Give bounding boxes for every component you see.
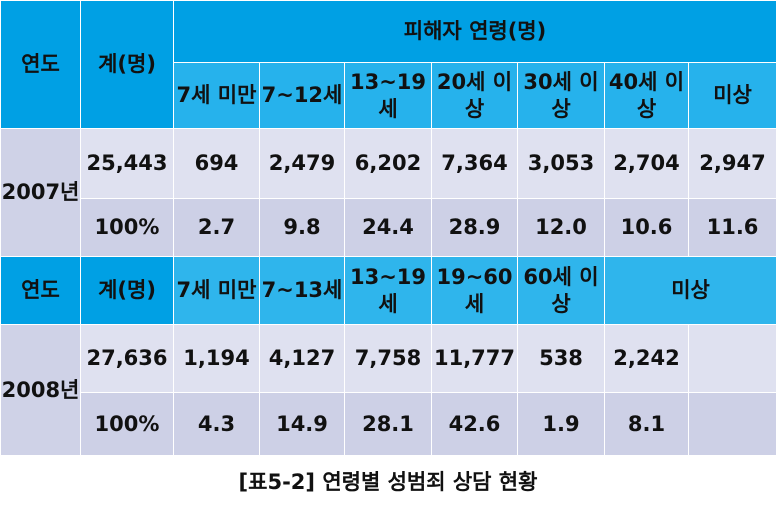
- header-year: 연도: [0, 0, 81, 129]
- count-cell: 538: [517, 324, 605, 393]
- percent-cell: 42.6: [431, 392, 518, 456]
- count-cell: 7,758: [344, 324, 432, 393]
- age-header: 40세 이상: [604, 62, 689, 129]
- age-header: 30세 이상: [517, 62, 605, 129]
- age-header: 13~19세: [344, 256, 432, 325]
- count-cell: 11,777: [431, 324, 518, 393]
- age-header: 7세 미만: [173, 62, 260, 129]
- age-header: 7~12세: [259, 62, 345, 129]
- age-header: 미상: [603, 256, 776, 325]
- stats-table: 연도 계(명) 피해자 연령(명) 7세 미만 7~12세 13~19세 20세…: [0, 0, 776, 456]
- count-cell: 2,479: [259, 128, 345, 199]
- count-cell: 1,194: [173, 324, 260, 393]
- percent-cell: 12.0: [517, 198, 605, 257]
- age-header: 60세 이상: [517, 256, 605, 325]
- header-total: 계(명): [80, 256, 174, 325]
- age-header: 20세 이상: [431, 62, 518, 129]
- percent-cell: [687, 392, 776, 456]
- age-header: 미상: [687, 62, 776, 129]
- total-cell: 27,636: [80, 324, 174, 393]
- count-cell: 2,704: [604, 128, 689, 199]
- count-cell: 2,947: [687, 128, 776, 199]
- percent-cell: 24.4: [344, 198, 432, 257]
- age-header: 7세 미만: [173, 256, 260, 325]
- percent-cell: 9.8: [259, 198, 345, 257]
- percent-cell: 10.6: [604, 198, 689, 257]
- percent-cell: 1.9: [517, 392, 605, 456]
- percent-total-cell: 100%: [80, 198, 174, 257]
- percent-cell: 28.9: [431, 198, 518, 257]
- age-header: 19~60세: [431, 256, 518, 325]
- count-cell: [687, 324, 776, 393]
- count-cell: 694: [173, 128, 260, 199]
- age-header: 7~13세: [259, 256, 345, 325]
- percent-cell: 8.1: [604, 392, 689, 456]
- count-cell: 3,053: [517, 128, 605, 199]
- year-label: 2008년: [0, 324, 81, 456]
- percent-total-cell: 100%: [80, 392, 174, 456]
- year-label: 2007년: [0, 128, 81, 257]
- total-cell: 25,443: [80, 128, 174, 199]
- header-year: 연도: [0, 256, 81, 325]
- percent-cell: 14.9: [259, 392, 345, 456]
- percent-cell: 2.7: [173, 198, 260, 257]
- count-cell: 4,127: [259, 324, 345, 393]
- header-total: 계(명): [80, 0, 174, 129]
- count-cell: 6,202: [344, 128, 432, 199]
- header-victim-age-group: 피해자 연령(명): [172, 0, 776, 63]
- percent-cell: 11.6: [687, 198, 776, 257]
- count-cell: 7,364: [431, 128, 518, 199]
- age-header: 13~19세: [344, 62, 432, 129]
- percent-cell: 4.3: [173, 392, 260, 456]
- count-cell: 2,242: [604, 324, 689, 393]
- percent-cell: 28.1: [344, 392, 432, 456]
- table-caption: [표5-2] 연령별 성범죄 상담 현황: [238, 470, 538, 494]
